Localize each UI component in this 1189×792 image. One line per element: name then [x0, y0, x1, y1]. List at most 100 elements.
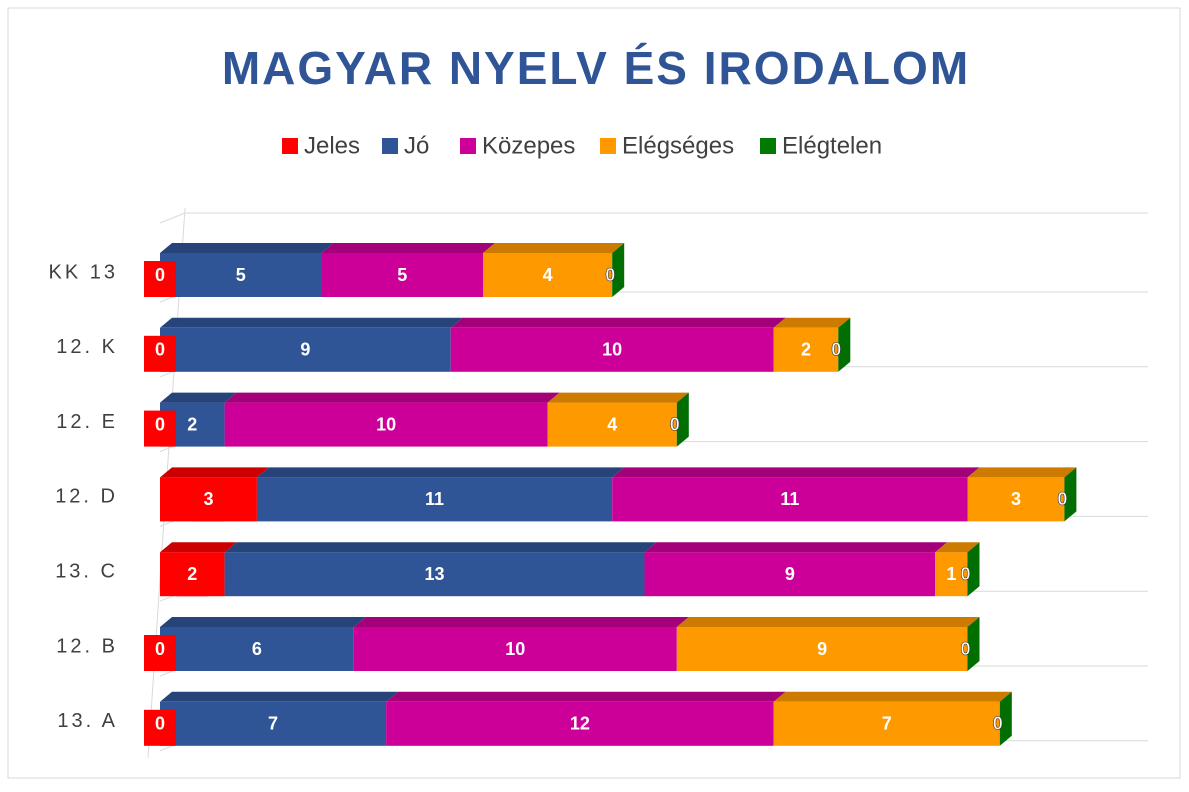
bar-top	[224, 392, 560, 403]
data-label: 0	[155, 340, 165, 360]
data-label: 0	[831, 340, 841, 360]
bar-front	[547, 402, 677, 447]
bar-top	[644, 542, 948, 553]
bar-top	[256, 467, 625, 478]
bar-segment	[160, 691, 399, 746]
bar-side	[838, 317, 851, 372]
data-label: 7	[268, 714, 278, 734]
bar-top	[450, 317, 786, 328]
data-label: 0	[670, 414, 680, 434]
bar-segment	[353, 617, 689, 671]
bar-top	[483, 243, 625, 253]
legend-label: Közepes	[482, 132, 575, 159]
data-label: 9	[817, 639, 827, 659]
bar-front	[224, 552, 645, 597]
bar-front	[967, 477, 1065, 522]
data-label: 3	[1011, 489, 1021, 509]
bar-segment	[386, 691, 786, 746]
bar-front	[773, 701, 1000, 746]
bar-segment	[483, 243, 625, 297]
legend-swatch	[382, 138, 398, 154]
label-box	[144, 410, 176, 447]
bar-segment	[160, 617, 366, 671]
data-label: 2	[187, 414, 197, 434]
bar-segment	[321, 243, 495, 297]
bar-front	[483, 253, 613, 297]
grid-line	[159, 212, 186, 224]
data-label: 1	[946, 564, 956, 584]
bar-top	[160, 691, 399, 702]
bar-front	[321, 253, 483, 297]
bar-segment	[773, 317, 851, 372]
bar-front	[160, 627, 354, 671]
bar-top	[773, 691, 1012, 702]
bar-segment	[676, 617, 980, 671]
legend-swatch	[282, 138, 298, 154]
bar-side	[1064, 467, 1077, 522]
bar-top	[160, 542, 237, 553]
data-label: 0	[155, 265, 165, 285]
data-label: 5	[397, 265, 407, 285]
legend-swatch	[760, 138, 776, 154]
data-label: 10	[602, 340, 622, 360]
data-label: 9	[300, 340, 310, 360]
bar-segment	[547, 392, 689, 447]
bar-top	[321, 243, 495, 253]
bar-segment	[612, 467, 980, 522]
bar-top	[967, 467, 1077, 478]
data-label: 0	[605, 265, 615, 285]
bar-top	[353, 617, 689, 627]
bar-top	[224, 542, 657, 553]
bar-front	[160, 701, 387, 746]
category-label: KK 13	[49, 261, 118, 283]
bar-segment	[967, 467, 1077, 522]
legend-swatch	[600, 138, 616, 154]
bar-top	[547, 392, 689, 403]
bar-segment	[160, 243, 334, 297]
bar-front	[676, 627, 968, 671]
legend-label: Elégséges	[622, 132, 734, 159]
bar-top	[160, 467, 269, 478]
data-label: 2	[801, 340, 811, 360]
data-label: 0	[155, 414, 165, 434]
bar-front	[644, 552, 936, 597]
legend-label: Jeles	[304, 132, 360, 159]
category-label: 12. B	[56, 635, 118, 657]
bar-side	[999, 691, 1012, 746]
data-label: 3	[203, 489, 213, 509]
data-label: 0	[155, 714, 165, 734]
bar-side	[967, 617, 980, 671]
bar-side	[967, 542, 980, 597]
bar-top	[160, 617, 366, 627]
data-label: 11	[425, 489, 444, 509]
data-label: 6	[252, 639, 262, 659]
bar-front	[353, 627, 677, 671]
bar-front	[773, 327, 839, 372]
bar-top	[160, 392, 237, 403]
bar-segment	[160, 317, 463, 372]
data-label: 0	[155, 639, 165, 659]
data-label: 12	[570, 714, 590, 734]
category-label: 13. A	[57, 710, 118, 732]
bar-side	[612, 243, 625, 297]
bar-front	[935, 552, 968, 597]
bar-top	[386, 691, 786, 702]
bar-segment	[644, 542, 948, 597]
data-label: 11	[780, 489, 799, 509]
data-label: 9	[785, 564, 795, 584]
label-box	[144, 335, 176, 372]
bar-front	[612, 477, 968, 522]
bar-top	[160, 317, 463, 328]
chart-title: MAGYAR NYELV ÉS IRODALOM	[222, 42, 970, 94]
bar-top	[160, 243, 334, 253]
label-box	[144, 261, 176, 297]
bar-segment	[935, 542, 980, 597]
data-label: 10	[376, 414, 396, 434]
bar-top	[773, 317, 851, 328]
legend-label: Jó	[404, 132, 429, 159]
bar-top	[612, 467, 980, 478]
data-label: 0	[1057, 489, 1067, 509]
bar-front	[160, 327, 451, 372]
legend-label: Elégtelen	[782, 132, 882, 159]
